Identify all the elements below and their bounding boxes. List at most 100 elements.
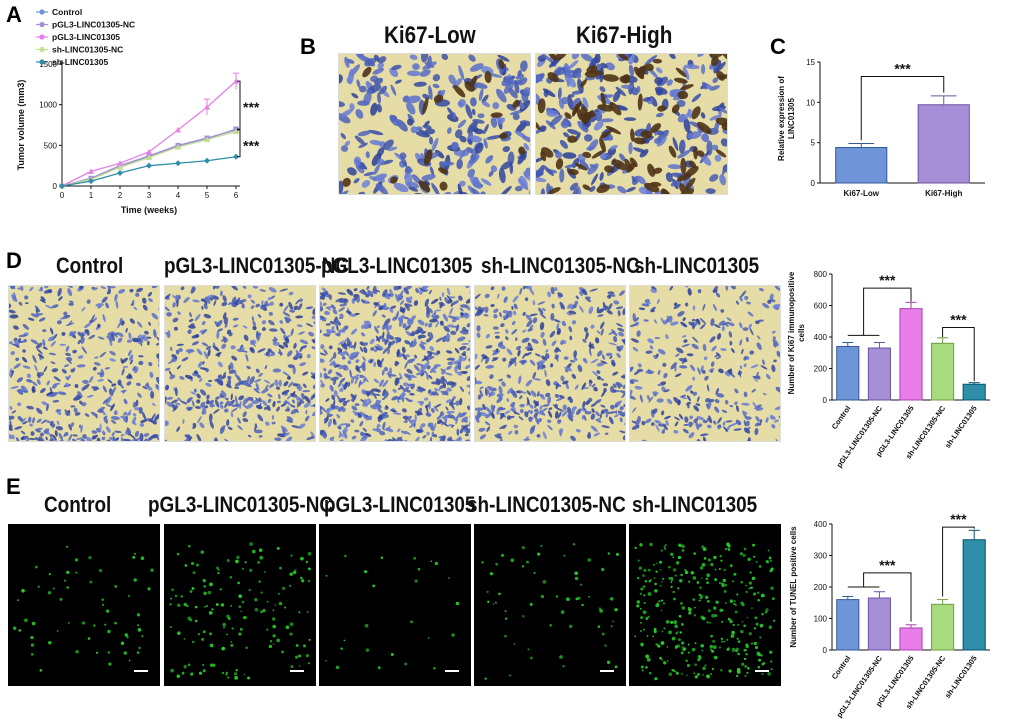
nucleus: [657, 348, 666, 355]
nucleus: [684, 302, 689, 307]
nucleus: [466, 147, 473, 153]
nucleus: [149, 371, 154, 378]
tunel-dot: [37, 585, 40, 588]
nucleus: [48, 352, 57, 356]
nucleus: [600, 404, 606, 408]
nucleus: [193, 370, 198, 375]
nucleus: [617, 410, 625, 417]
nucleus: [301, 345, 308, 349]
nucleus: [755, 320, 760, 325]
nucleus: [295, 298, 301, 305]
nucleus: [539, 165, 544, 173]
tunel-dot: [697, 673, 700, 676]
nucleus: [435, 337, 444, 343]
nucleus: [230, 393, 233, 401]
nucleus: [571, 320, 577, 325]
nucleus: [492, 326, 499, 330]
nucleus: [332, 330, 336, 334]
nucleus: [378, 175, 385, 183]
nucleus: [609, 356, 613, 359]
ki67-positive-nucleus: [721, 54, 727, 61]
nucleus: [502, 310, 508, 314]
nucleus: [603, 387, 607, 393]
a-sig-bracket: [237, 129, 241, 158]
tunel-dot: [413, 556, 417, 560]
nucleus: [201, 342, 209, 347]
nucleus: [756, 375, 761, 380]
tunel-dot: [272, 643, 275, 645]
tunel-dot: [750, 586, 753, 589]
ki67-positive-nucleus: [662, 188, 674, 194]
tunel-dot: [653, 577, 656, 580]
nucleus: [530, 390, 537, 398]
tunel-dot: [715, 656, 718, 659]
nucleus: [222, 371, 227, 380]
nucleus: [199, 329, 206, 333]
nucleus: [599, 86, 606, 93]
tunel-dot: [710, 562, 714, 567]
nucleus: [341, 356, 346, 360]
nucleus: [201, 305, 204, 310]
nucleus: [147, 341, 150, 346]
nucleus: [683, 423, 689, 426]
nucleus: [228, 332, 233, 337]
nucleus: [409, 340, 414, 348]
tunel-dot: [697, 655, 702, 660]
nucleus: [586, 296, 591, 300]
nucleus: [743, 420, 747, 427]
nucleus: [486, 389, 491, 395]
nucleus: [657, 369, 661, 375]
nucleus: [406, 368, 413, 374]
nucleus: [385, 326, 389, 333]
nucleus: [150, 390, 155, 399]
tunel-dot: [732, 623, 735, 627]
nucleus: [503, 81, 514, 94]
nucleus: [285, 436, 293, 441]
nucleus: [20, 286, 24, 291]
nucleus: [9, 405, 13, 410]
nucleus: [360, 332, 366, 337]
nucleus: [444, 191, 452, 194]
nucleus: [432, 74, 441, 82]
tunel-dot: [128, 659, 131, 662]
nucleus: [382, 388, 387, 397]
nucleus: [291, 390, 296, 397]
ki67-positive-nucleus: [709, 54, 724, 58]
nucleus: [224, 408, 229, 413]
tunel-dot: [487, 600, 490, 603]
nucleus: [477, 394, 482, 400]
nucleus: [549, 114, 563, 126]
tunel-dot: [649, 542, 653, 547]
nucleus: [306, 323, 314, 327]
a-point: [175, 160, 181, 167]
a-point: [117, 169, 123, 176]
nucleus: [213, 342, 216, 349]
tunel-dot: [290, 665, 294, 669]
nucleus: [365, 151, 370, 159]
tunel-dot: [365, 648, 370, 652]
a-ylabel: Tumor volume (mm3): [16, 80, 26, 171]
tunel-dot: [740, 630, 744, 634]
tunel-dot: [203, 591, 207, 595]
nucleus: [440, 368, 444, 373]
tunel-dot: [529, 602, 533, 606]
nucleus: [464, 433, 469, 437]
nucleus: [717, 102, 725, 112]
nucleus: [298, 397, 305, 404]
nucleus: [428, 374, 433, 380]
nucleus: [370, 347, 375, 351]
nucleus: [288, 301, 293, 310]
tunel-dot: [761, 672, 764, 676]
nucleus: [70, 405, 76, 408]
nucleus: [710, 318, 715, 327]
nucleus: [20, 430, 26, 435]
nucleus: [769, 414, 776, 421]
tunel-dot: [180, 595, 184, 598]
tunel-dot: [727, 617, 731, 621]
nucleus: [695, 318, 700, 323]
nucleus: [699, 323, 706, 330]
nucleus: [142, 304, 148, 311]
nucleus: [460, 304, 469, 308]
tunel-dot: [305, 560, 308, 564]
nucleus: [514, 81, 520, 94]
